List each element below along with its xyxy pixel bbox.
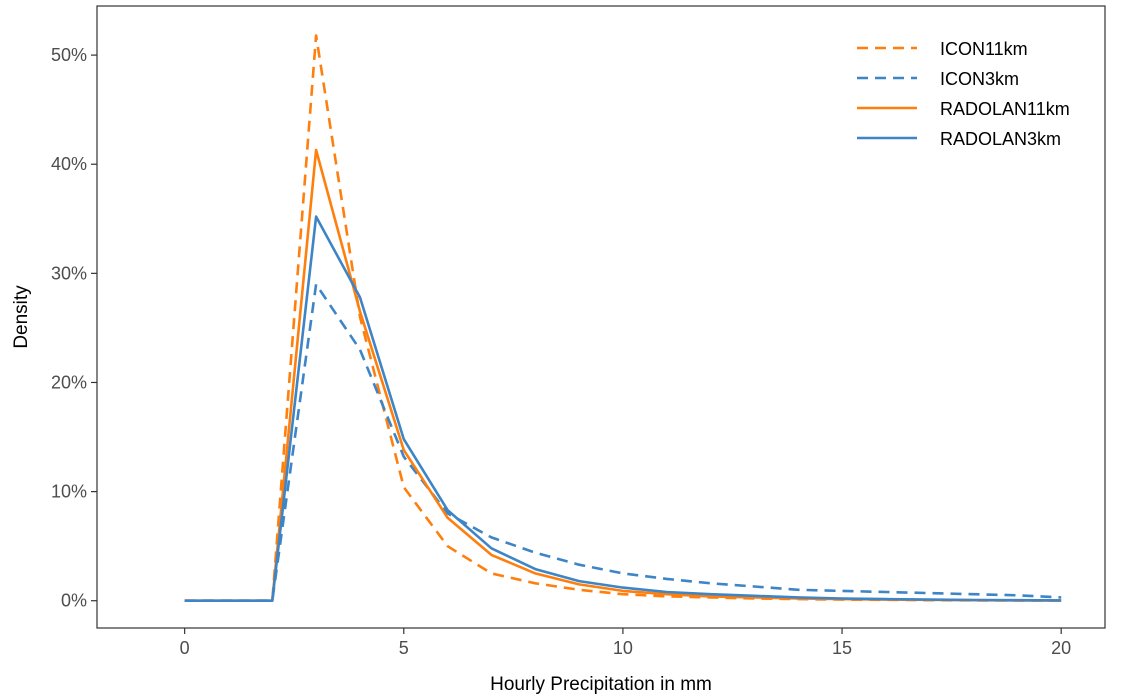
panel-border (96, 5, 1106, 629)
y-tick-label: 30% (51, 263, 87, 283)
legend-label-radolan11km: RADOLAN11km (940, 99, 1070, 119)
legend-label-icon3km: ICON3km (940, 69, 1019, 89)
x-tick-label: 15 (832, 638, 852, 658)
series-line-radolan3km (184, 215, 1062, 603)
series-line-icon3km (184, 282, 1062, 603)
x-tick-label: 20 (1051, 638, 1071, 658)
y-axis-title: Density (11, 285, 32, 349)
x-tick-label: 5 (399, 638, 409, 658)
x-tick-label: 10 (613, 638, 633, 658)
y-tick-label: 10% (51, 482, 87, 502)
x-axis-title: Hourly Precipitation in mm (490, 674, 712, 695)
legend: ICON11km ICON3km RADOLAN11km RADOLAN3km (857, 39, 1070, 149)
legend-label-radolan3km: RADOLAN3km (940, 129, 1061, 149)
x-axis: 0 5 10 15 20 (180, 628, 1071, 658)
y-tick-label: 40% (51, 154, 87, 174)
series-lines (184, 34, 1062, 603)
y-axis: 0% 10% 20% 30% 40% 50% (51, 45, 97, 611)
y-tick-label: 0% (61, 591, 87, 611)
x-tick-label: 0 (180, 638, 190, 658)
legend-label-icon11km: ICON11km (940, 39, 1028, 59)
series-line-icon11km (184, 34, 1062, 603)
y-tick-label: 20% (51, 372, 87, 392)
y-tick-label: 50% (51, 45, 87, 65)
